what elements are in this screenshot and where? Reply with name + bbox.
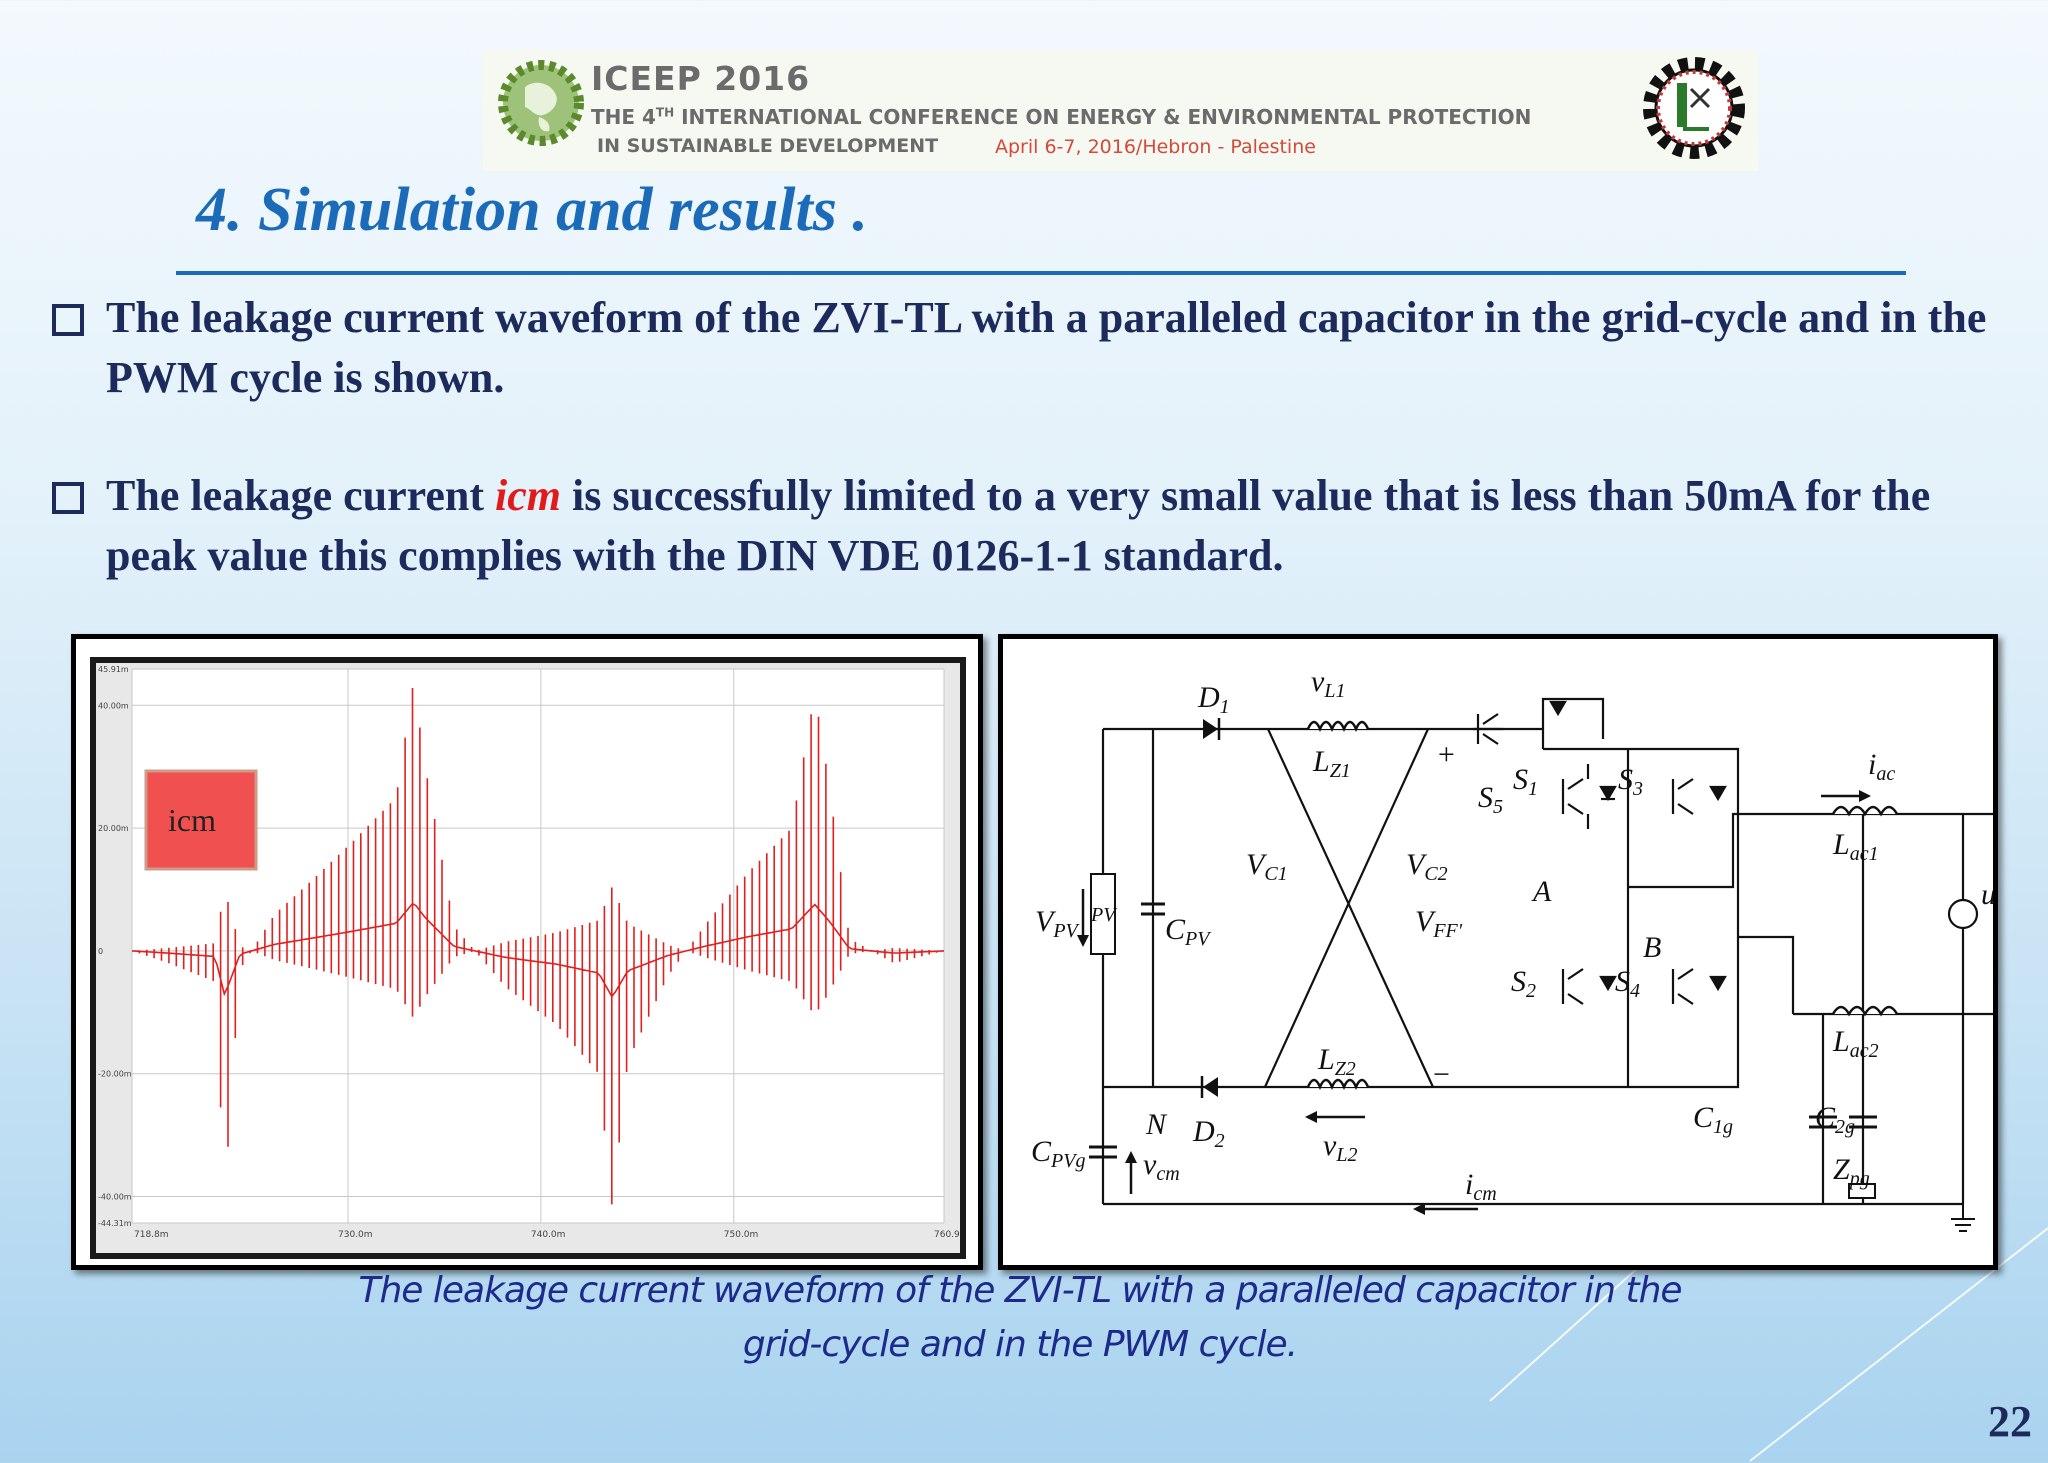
- label-vc2: VC2: [1406, 848, 1448, 885]
- university-gear-logo-icon: [1643, 57, 1745, 159]
- page-number: 22: [1988, 1397, 2032, 1446]
- label-iac: iac: [1868, 748, 1895, 785]
- label-node-a: A: [1531, 875, 1552, 908]
- diode-d1-icon: [1203, 718, 1221, 740]
- inductor-lz1-icon: [1306, 720, 1370, 733]
- label-s4: S4: [1615, 965, 1640, 1002]
- x-tick-label: 760.9m: [934, 1230, 960, 1240]
- label-vc1: VC1: [1246, 848, 1288, 885]
- waveform-figure: 718.8m 730.0m 740.0m 750.0m 760.9m 45.91m 40.0…: [71, 634, 983, 1270]
- icm-term: icm: [495, 471, 562, 520]
- bullet-item: The leakage current icm is successfully …: [52, 466, 2012, 586]
- capacitor-cpv-icon: [1141, 902, 1165, 916]
- switch-s3-icon: [1671, 778, 1727, 815]
- label-c1g: C1g: [1693, 1101, 1733, 1138]
- x-tick-label: 718.8m: [134, 1230, 169, 1240]
- y-tick-label: 40.00m: [98, 701, 129, 710]
- icm-series-line: [131, 688, 945, 1205]
- bullet-text: The leakage current waveform of the ZVI-…: [106, 293, 1987, 402]
- conference-title: ICEEP 2016: [591, 59, 811, 98]
- label-vl1: vL1: [1311, 665, 1345, 702]
- label-lac2: Lac2: [1832, 1025, 1879, 1062]
- conference-subtitle: IN SUSTAINABLE DEVELOPMENT: [597, 135, 939, 157]
- capacitor-c2g-icon: [1849, 1115, 1877, 1129]
- y-tick-label: -20.00m: [98, 1070, 132, 1079]
- label-node-n: N: [1145, 1108, 1168, 1141]
- arrow-vcm-icon: [1125, 1151, 1137, 1194]
- switch-s1-icon: [1561, 764, 1617, 829]
- title-divider: [176, 271, 1906, 275]
- legend-label: icm: [168, 802, 216, 838]
- label-s1: S1: [1513, 763, 1538, 800]
- caption-line: grid-cycle and in the PWM cycle.: [742, 1324, 1298, 1365]
- arrow-iac-icon: [1821, 790, 1871, 802]
- label-plus: +: [1436, 738, 1456, 771]
- label-s3: S3: [1618, 763, 1643, 800]
- label-zpg: Zpg: [1833, 1153, 1870, 1190]
- caption-line: The leakage current waveform of the ZVI-…: [358, 1270, 1682, 1311]
- x-tick-label: 750.0m: [724, 1230, 759, 1240]
- label-vpv: VPV: [1035, 905, 1081, 942]
- label-cpvg: CPVg: [1031, 1135, 1085, 1172]
- capacitor-cpvg-icon: [1089, 1145, 1117, 1159]
- impedance-zpg-icon: [1848, 1183, 1876, 1199]
- y-tick-label: 20.00m: [98, 824, 129, 833]
- label-cpv: CPV: [1165, 913, 1212, 950]
- conference-banner: ICEEP 2016 THE 4TH INTERNATIONAL CONFERE…: [483, 49, 1758, 171]
- label-node-b: B: [1643, 931, 1661, 964]
- label-vff: VFF': [1415, 905, 1463, 942]
- label-lz1: LZ1: [1312, 745, 1351, 782]
- bullet-item: The leakage current waveform of the ZVI-…: [52, 288, 2012, 408]
- x-tick-label: 730.0m: [338, 1230, 373, 1240]
- label-icm: icm: [1465, 1168, 1497, 1205]
- label-vcm: vcm: [1143, 1148, 1180, 1185]
- inductor-lac2-icon: [1831, 1005, 1899, 1017]
- label-s5: S5: [1478, 781, 1503, 818]
- diode-d2-icon: [1200, 1076, 1218, 1098]
- conference-full-name: THE 4TH INTERNATIONAL CONFERENCE ON ENER…: [591, 105, 1532, 129]
- globe-logo-icon: [498, 60, 584, 146]
- ground-icon: [1951, 1204, 1975, 1232]
- checkbox-bullet-icon: [52, 482, 84, 514]
- switch-s4-icon: [1671, 968, 1727, 1005]
- switch-s2-icon: [1561, 968, 1617, 1005]
- label-lz2: LZ2: [1317, 1043, 1356, 1080]
- figure-caption: The leakage current waveform of the ZVI-…: [240, 1264, 1800, 1372]
- label-d2: D2: [1192, 1115, 1225, 1152]
- grid-source-icon: [1947, 898, 1979, 930]
- pv-source-icon: [1090, 873, 1116, 955]
- label-s2: S2: [1511, 965, 1536, 1002]
- switch-s5-icon: [1476, 700, 1567, 745]
- leakage-current-chart: 718.8m 730.0m 740.0m 750.0m 760.9m 45.91m 40.0…: [98, 665, 960, 1240]
- y-tick-label: 0: [98, 947, 103, 956]
- slide-title: 4. Simulation and results .: [196, 176, 868, 244]
- label-c2g: C2g: [1815, 1101, 1855, 1138]
- circuit-diagram: D1 vL1 LZ1 + S5 S1 S3 iac Lac1 ug VC1 VC…: [998, 634, 1998, 1270]
- label-pv: PV: [1090, 904, 1118, 926]
- arrow-vl2-icon: [1305, 1111, 1365, 1123]
- label-minus: −: [1431, 1058, 1451, 1091]
- arrow-vpv-icon: [1077, 889, 1089, 947]
- y-tick-label: -40.00m: [98, 1193, 132, 1202]
- inductor-lac1-icon: [1831, 805, 1899, 817]
- arrow-icm-icon: [1413, 1203, 1478, 1215]
- conference-date-location: April 6-7, 2016/Hebron - Palestine: [995, 136, 1316, 158]
- label-ug: ug: [1981, 878, 1993, 915]
- legend-box: [144, 769, 258, 871]
- y-tick-label: -44.31m: [98, 1219, 132, 1228]
- waveform-chart-frame: 718.8m 730.0m 740.0m 750.0m 760.9m 45.91m 40.0…: [90, 657, 966, 1259]
- capacitor-c1g-icon: [1809, 1115, 1837, 1129]
- checkbox-bullet-icon: [52, 304, 84, 336]
- y-tick-label: 45.91m: [98, 665, 129, 674]
- label-vl2: vL2: [1323, 1129, 1357, 1166]
- zvi-tl-circuit: D1 vL1 LZ1 + S5 S1 S3 iac Lac1 ug VC1 VC…: [1031, 665, 1993, 1232]
- inductor-lz2-icon: [1306, 1078, 1370, 1091]
- label-lac1: Lac1: [1832, 828, 1879, 865]
- label-d1: D1: [1197, 681, 1230, 718]
- bullet-text: The leakage current icm is successfully …: [106, 471, 1931, 580]
- x-tick-label: 740.0m: [531, 1230, 566, 1240]
